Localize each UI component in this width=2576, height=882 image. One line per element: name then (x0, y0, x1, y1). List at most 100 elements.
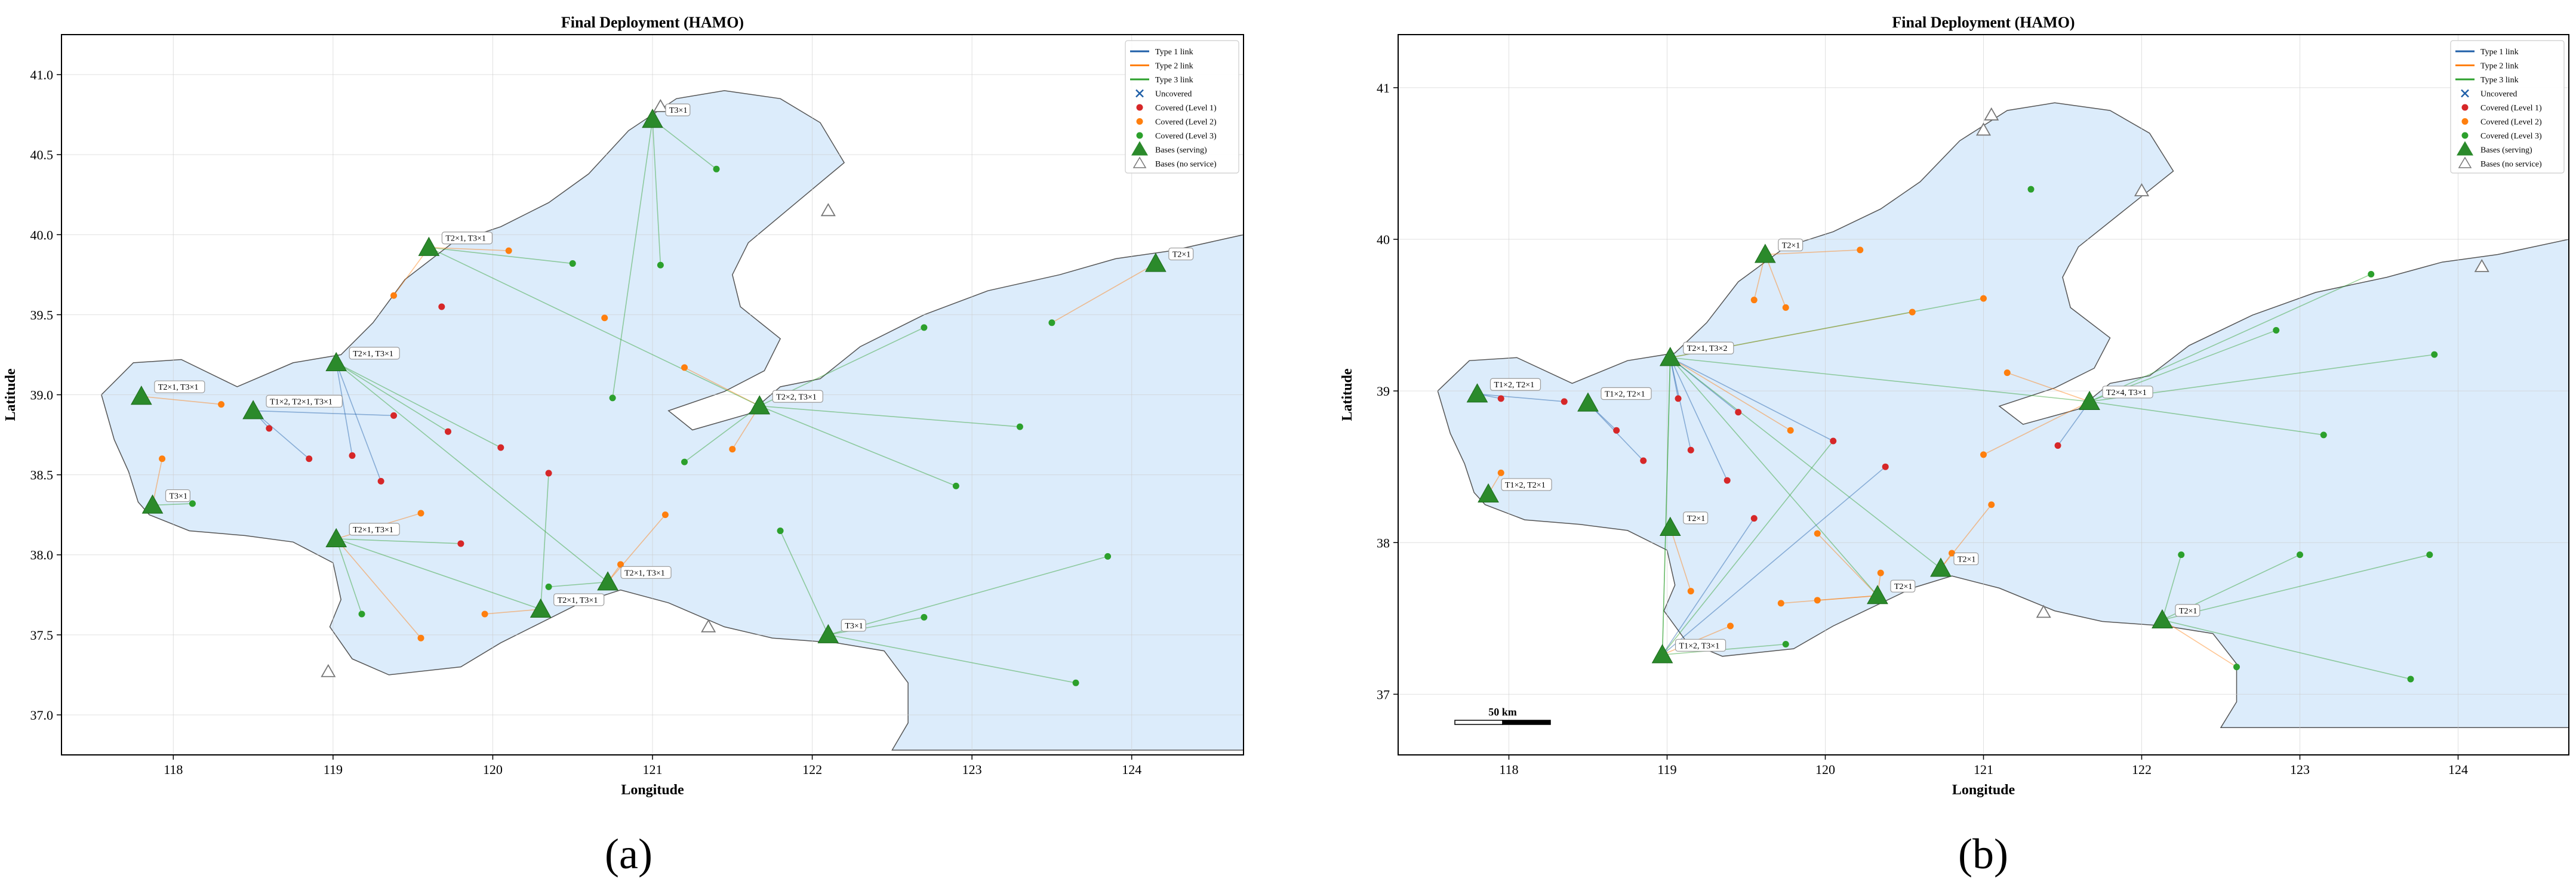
legend-triangle-swatch (1131, 141, 1148, 156)
base-label-box (1601, 387, 1652, 400)
link-type-1 (336, 362, 381, 482)
base-label-box (154, 380, 205, 393)
base-serving (1754, 243, 1776, 263)
y-tick-label: 39 (1377, 384, 1390, 399)
base-label: T1×2, T3×1 (1679, 642, 1720, 650)
link-type-3 (336, 362, 608, 582)
covered-level2-point (218, 401, 225, 408)
y-tick-label: 37.0 (30, 708, 54, 723)
legend-label: Type 1 link (1155, 48, 1193, 57)
covered-level2-point (481, 610, 488, 618)
base-serving (530, 598, 552, 618)
covered-level1-point (1687, 446, 1694, 454)
legend-label: Covered (Level 2) (2480, 118, 2542, 127)
covered-level2-point (1877, 569, 1884, 576)
base-label-box (1683, 341, 1734, 354)
base-label: T2×2, T3×1 (776, 393, 817, 402)
link-type-1 (1670, 357, 1728, 481)
covered-level3-point (1048, 319, 1055, 326)
covered-level3-point (1104, 553, 1112, 560)
link-type-1 (1670, 357, 1834, 442)
legend-dot-swatch (2461, 118, 2469, 125)
base-label: T2×1, T3×1 (558, 596, 598, 605)
covered-level3-point (2027, 186, 2035, 193)
legend-label: Type 3 link (2480, 76, 2519, 85)
covered-level3-point (921, 613, 928, 621)
covered-level1-point (445, 428, 452, 435)
covered-level2-point (1814, 597, 1821, 604)
y-tick-label: 38.0 (30, 548, 54, 563)
legend-label: Bases (serving) (1155, 146, 1207, 155)
legend-label: Bases (no service) (2480, 160, 2542, 169)
covered-level2-point (417, 634, 424, 642)
legend-triangle-swatch (2458, 156, 2472, 168)
link-type-2 (1940, 504, 1992, 569)
covered-level2-point (1980, 295, 1987, 302)
link-type-3 (780, 531, 829, 636)
covered-level1-point (438, 303, 445, 310)
link-type-3 (429, 246, 573, 264)
covered-level2-point (1727, 622, 1734, 630)
x-tick-label: 123 (962, 762, 982, 777)
legend-x-swatch (2461, 89, 2469, 98)
legend-label: Type 3 link (1155, 76, 1193, 85)
covered-level1-point (1735, 409, 1742, 416)
link-type-3 (1661, 440, 1834, 655)
covered-level2-point (505, 247, 512, 254)
covered-level1-point (266, 425, 273, 432)
base-label-box (266, 394, 343, 408)
base-label-box (1890, 579, 1916, 593)
y-tick-label: 40.0 (30, 227, 54, 242)
x-tick-label: 119 (324, 762, 343, 777)
legend-dot-swatch (1136, 118, 1143, 125)
base-no-service (1984, 107, 1999, 121)
covered-level2-point (1687, 588, 1694, 595)
link-type-1 (253, 410, 394, 417)
base-label: T2×1 (1782, 241, 1800, 250)
base-no-service (2134, 183, 2150, 196)
y-tick-label: 37.5 (30, 628, 54, 643)
base-label: T2×1, T3×2 (1687, 344, 1728, 353)
covered-level3-point (2273, 327, 2280, 334)
base-label: T3×1 (669, 106, 687, 115)
link-type-2 (484, 609, 541, 615)
covered-level3-point (2320, 431, 2327, 439)
base-serving (325, 528, 347, 547)
base-label: T1×2, T2×1, T3×1 (270, 397, 333, 406)
panel-label: (a) (605, 830, 653, 878)
link-type-1 (1670, 357, 1692, 451)
legend: Type 1 link Type 2 link Type 3 link Uncover… (2450, 40, 2565, 174)
base-serving (1478, 483, 1499, 503)
covered-level1-point (1640, 457, 1647, 464)
base-serving (817, 624, 839, 643)
sea-region (1437, 102, 2569, 729)
link-type-2 (1051, 263, 1156, 323)
covered-level2-point (1857, 246, 1864, 254)
link-type-3 (612, 119, 653, 398)
base-serving (418, 236, 440, 256)
base-label: T3×1 (845, 622, 863, 631)
y-tick-label: 39.5 (30, 307, 54, 322)
covered-level2-point (601, 314, 608, 322)
base-label-box (2175, 604, 2200, 617)
link-type-2 (1765, 249, 1860, 255)
base-serving (1659, 347, 1681, 366)
base-label: T3×1 (170, 492, 187, 501)
base-label-box (1953, 552, 1979, 566)
base-label: T2×1, T3×1 (353, 350, 393, 359)
legend-label: Covered (Level 1) (1155, 104, 1217, 113)
covered-level3-point (358, 610, 365, 618)
base-label: T2×4, T3×1 (2106, 388, 2147, 397)
link-type-3 (2089, 401, 2324, 436)
base-label-box (441, 232, 493, 245)
base-serving (141, 494, 164, 514)
base-no-service (321, 664, 336, 677)
x-tick-label: 120 (483, 762, 503, 777)
link-type-3 (2089, 273, 2372, 402)
covered-level3-point (609, 394, 616, 402)
covered-level1-point (306, 455, 313, 462)
covered-level1-point (1497, 395, 1504, 402)
covered-level2-point (1782, 304, 1789, 311)
covered-level2-point (417, 510, 424, 517)
